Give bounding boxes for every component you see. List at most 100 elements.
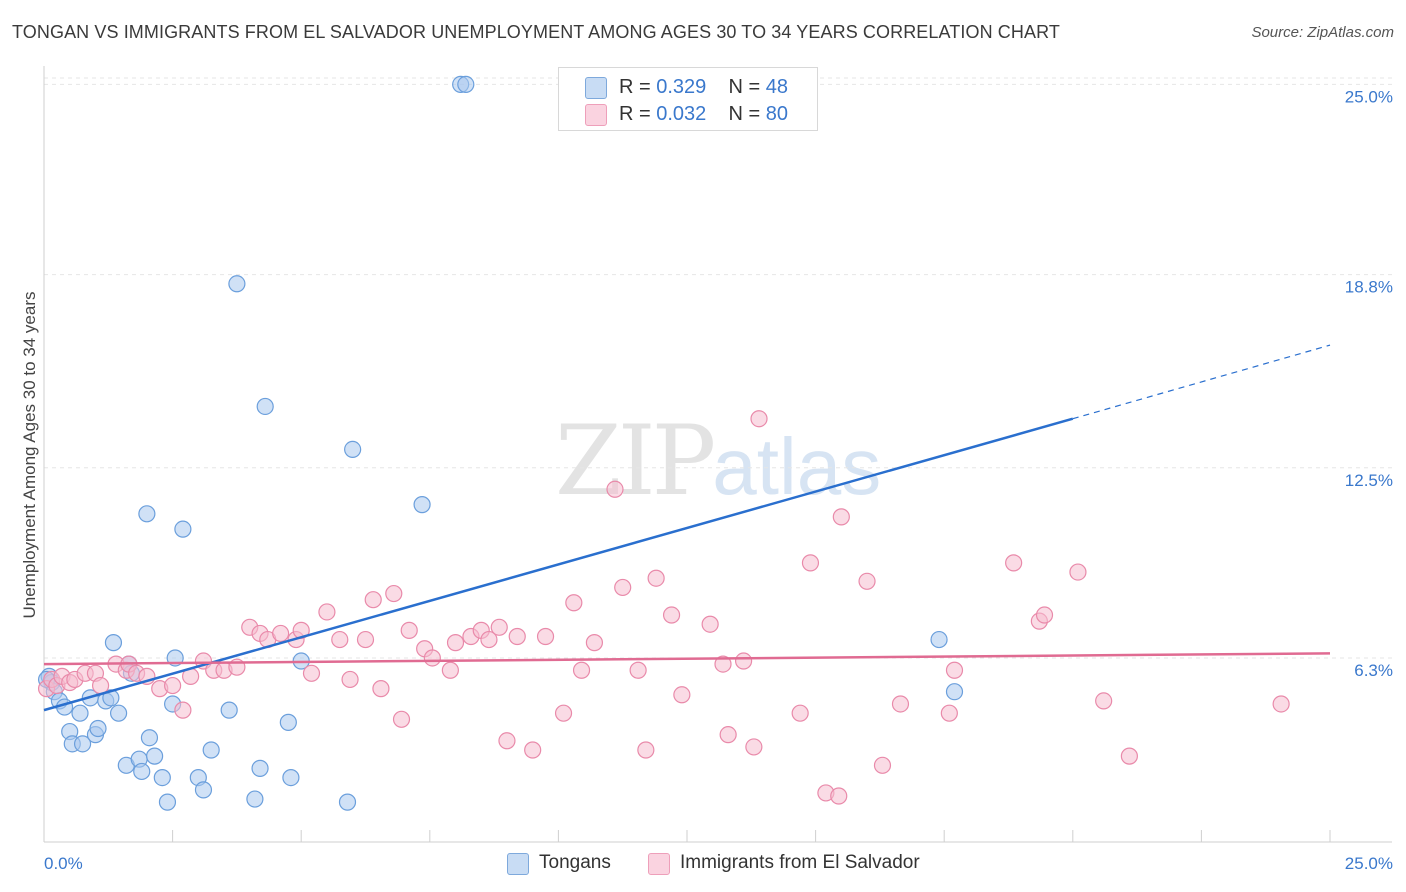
watermark-zip: ZIP bbox=[555, 405, 716, 517]
bottom-legend-swatch-el-salvador bbox=[648, 853, 670, 875]
legend-n-label: N = bbox=[728, 103, 761, 125]
el-salvador-point bbox=[734, 652, 753, 670]
y-tick-label: 18.8% bbox=[1345, 278, 1393, 297]
tongan-point bbox=[133, 762, 151, 781]
el-salvador-point bbox=[272, 624, 290, 643]
el-salvador-point bbox=[91, 676, 110, 695]
bottom-legend-label-el-salvador: Immigrants from El Salvador bbox=[680, 852, 920, 873]
el-salvador-point bbox=[714, 655, 732, 673]
el-salvador-point bbox=[423, 649, 441, 667]
el-salvador-point bbox=[719, 726, 737, 744]
el-salvador-point bbox=[606, 480, 624, 498]
tongan-point bbox=[138, 505, 156, 523]
legend-r-label: R = bbox=[619, 103, 651, 125]
tongan-point bbox=[251, 759, 269, 777]
el-salvador-point bbox=[1069, 563, 1087, 581]
tongan-point bbox=[71, 704, 89, 722]
el-salvador-point bbox=[830, 787, 848, 805]
legend-n-label: N = bbox=[728, 76, 761, 98]
legend-n-value: 80 bbox=[765, 103, 789, 125]
el-salvador-point bbox=[801, 554, 820, 572]
tongan-point bbox=[945, 683, 964, 701]
legend-n-value: 48 bbox=[765, 76, 789, 98]
el-salvador-point bbox=[585, 634, 604, 652]
tongan-point bbox=[344, 440, 362, 458]
el-salvador-point bbox=[629, 661, 647, 679]
tongan-point bbox=[457, 75, 475, 94]
el-salvador-point bbox=[400, 621, 418, 639]
el-salvador-point bbox=[1272, 695, 1290, 713]
el-salvador-point bbox=[164, 676, 182, 695]
el-salvador-point bbox=[891, 695, 910, 713]
el-salvador-point bbox=[508, 627, 526, 646]
tongan-point bbox=[930, 630, 948, 649]
el-salvador-point bbox=[446, 634, 465, 652]
el-salvador-point bbox=[302, 664, 321, 682]
el-salvador-point bbox=[873, 756, 892, 774]
legend-r-value: 0.329 bbox=[656, 76, 707, 98]
el-salvador-point bbox=[791, 704, 809, 722]
el-salvador-point bbox=[858, 572, 876, 590]
tongan-point bbox=[282, 768, 300, 787]
el-salvador-point bbox=[945, 661, 964, 679]
el-salvador-point bbox=[364, 591, 382, 609]
chart-title: TONGAN VS IMMIGRANTS FROM EL SALVADOR UN… bbox=[12, 22, 1060, 42]
el-salvador-point bbox=[331, 630, 349, 649]
el-salvador-point bbox=[940, 704, 958, 722]
y-tick-label: 25.0% bbox=[1345, 87, 1393, 106]
tongan-point bbox=[145, 747, 164, 765]
x-tick-label-max: 25.0% bbox=[1345, 854, 1393, 873]
el-salvador-point bbox=[490, 618, 508, 636]
el-salvador-point bbox=[536, 627, 555, 646]
bottom-legend-swatch-tongans bbox=[507, 853, 529, 875]
el-salvador-point bbox=[356, 630, 375, 649]
el-salvador-point bbox=[647, 569, 665, 587]
el-salvador-point bbox=[1120, 747, 1138, 765]
legend-r-label: R = bbox=[619, 76, 651, 98]
tongan-point bbox=[102, 689, 120, 707]
y-tick-label: 6.3% bbox=[1354, 661, 1393, 680]
tongan-trend-line bbox=[43, 417, 1074, 712]
el-salvador-point bbox=[441, 661, 459, 679]
el-salvador-point bbox=[637, 741, 655, 759]
tongan-point bbox=[279, 713, 297, 731]
el-salvador-point bbox=[614, 578, 632, 597]
tongan-point bbox=[109, 704, 128, 722]
el-salvador-point bbox=[572, 661, 591, 679]
el-salvador-point bbox=[174, 701, 192, 719]
el-salvador-point bbox=[750, 410, 768, 428]
el-salvador-point bbox=[524, 741, 542, 759]
tongan-point bbox=[104, 634, 123, 652]
x-tick-label-min: 0.0% bbox=[44, 854, 83, 873]
source-label: Source: ZipAtlas.com bbox=[1251, 24, 1394, 41]
watermark: ZIPatlas bbox=[555, 405, 881, 517]
legend-swatch-tongans bbox=[585, 77, 607, 99]
tongan-point bbox=[338, 793, 357, 811]
correlation-legend: R = 0.329 N = 48 R = 0.032 N = 80 bbox=[558, 67, 818, 131]
tongan-point bbox=[413, 496, 431, 514]
tongan-trend-extension bbox=[1072, 344, 1331, 420]
y-tick-label: 12.5% bbox=[1345, 471, 1393, 490]
tongan-point bbox=[246, 790, 264, 808]
el-salvador-point bbox=[1035, 606, 1054, 624]
el-salvador-point bbox=[832, 508, 850, 526]
y-axis-label: Unemployment Among Ages 30 to 34 years bbox=[20, 291, 39, 619]
el-salvador-point bbox=[565, 594, 583, 612]
tongan-point bbox=[73, 735, 92, 753]
tongan-point bbox=[158, 793, 177, 811]
legend-r-value: 0.032 bbox=[656, 103, 707, 125]
tongan-point bbox=[89, 719, 107, 738]
tongan-point bbox=[140, 729, 159, 747]
tongan-point bbox=[194, 781, 213, 799]
bottom-legend-label-tongans: Tongans bbox=[539, 852, 611, 873]
tongan-point bbox=[202, 741, 220, 759]
el-salvador-point bbox=[480, 630, 498, 649]
tongan-point bbox=[228, 275, 246, 293]
el-salvador-point bbox=[554, 704, 573, 722]
legend-swatch-el-salvador bbox=[585, 104, 607, 126]
tongan-point bbox=[153, 768, 171, 787]
el-salvador-point bbox=[745, 738, 763, 756]
el-salvador-point bbox=[673, 686, 691, 704]
el-salvador-point bbox=[1095, 692, 1113, 710]
